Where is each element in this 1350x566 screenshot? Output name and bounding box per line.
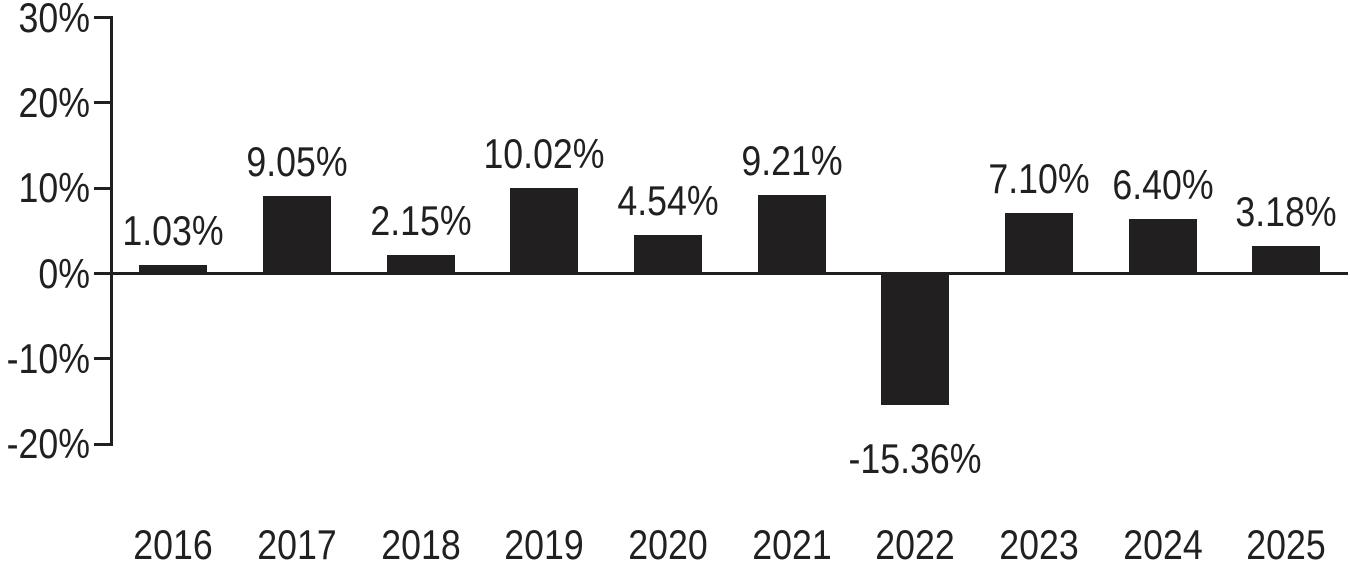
bar-value-label: 10.02%	[483, 130, 605, 178]
y-axis-tick	[94, 16, 110, 20]
x-axis-category-label: 2019	[504, 521, 584, 566]
x-axis-category-label: 2020	[628, 521, 708, 566]
bar	[139, 264, 208, 274]
x-axis-category-label: 2016	[133, 521, 214, 566]
y-axis-tick-label: 10%	[18, 164, 90, 212]
y-axis-line	[110, 16, 113, 446]
x-axis-category-label: 2024	[1122, 521, 1203, 566]
y-axis-tick-label: -10%	[6, 334, 90, 382]
bar	[1004, 212, 1073, 274]
x-axis-category-label: 2022	[875, 521, 955, 566]
x-axis-category-label: 2025	[1246, 521, 1326, 566]
x-axis-category-label: 2023	[999, 521, 1079, 566]
bar-value-label: 7.10%	[988, 154, 1090, 202]
y-axis-tick-label: 0%	[38, 249, 90, 297]
bar-value-label: -15.36%	[848, 434, 982, 482]
bar-value-label: 9.21%	[740, 136, 843, 184]
bar-value-label: 4.54%	[617, 176, 719, 224]
bar	[757, 194, 826, 274]
y-axis-tick-label: -20%	[6, 420, 90, 468]
x-axis-zero-line	[110, 272, 1348, 275]
bar	[1252, 246, 1321, 274]
bar-value-label: 9.05%	[246, 138, 348, 186]
bar	[386, 255, 455, 274]
bar	[881, 273, 950, 405]
bar-value-label: 6.40%	[1111, 160, 1214, 208]
bar-value-label: 1.03%	[122, 206, 224, 254]
bar	[510, 188, 579, 274]
y-axis-tick	[94, 272, 110, 275]
bar	[1128, 218, 1197, 274]
x-axis-category-label: 2017	[257, 521, 337, 566]
x-axis-category-label: 2018	[380, 521, 461, 566]
y-axis-tick-label: 20%	[18, 78, 90, 126]
bar	[633, 234, 702, 274]
bar-value-label: 3.18%	[1235, 188, 1337, 236]
bar-value-label: 2.15%	[370, 197, 472, 245]
y-axis-tick	[94, 357, 110, 361]
y-axis-tick	[94, 186, 110, 190]
bar	[262, 196, 331, 274]
y-axis-tick	[94, 442, 110, 446]
y-axis-tick	[94, 101, 110, 105]
x-axis-category-label: 2021	[751, 521, 832, 566]
y-axis-tick-label: 30%	[18, 0, 90, 41]
